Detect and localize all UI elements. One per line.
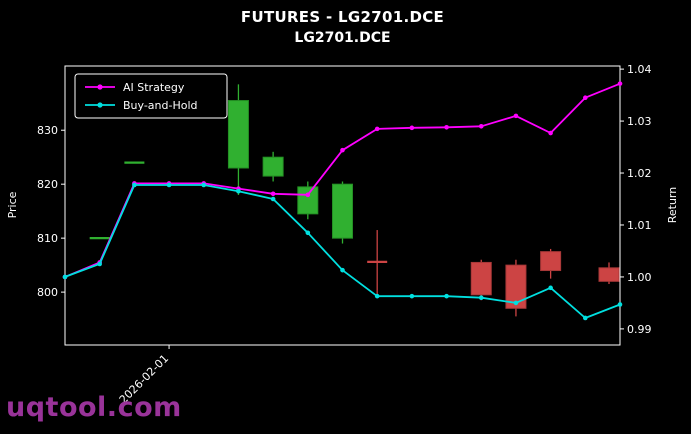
return-tick-label: 0.99 [627,323,652,336]
legend-marker [97,84,103,90]
legend-item-buy-and-hold: Buy-and-Hold [85,99,198,112]
candle-down [470,259,492,301]
series-marker-buy-and-hold [444,293,449,299]
return-tick-label: 1.03 [627,115,652,128]
chart-subtitle: LG2701.DCE [294,30,391,46]
return-tick-label: 1.01 [627,219,652,232]
series-marker-buy-and-hold [305,230,311,236]
candle-up [262,151,284,182]
candle-down [540,248,562,279]
price-axis-label: Price [6,191,19,218]
return-axis-label: Return [666,187,679,224]
price-tick-label: 830 [37,124,58,137]
candle-body [598,267,620,282]
legend-label: Buy-and-Hold [123,99,198,112]
series-marker-buy-and-hold [548,285,553,291]
series-marker-ai-strategy [617,81,623,86]
series-marker-buy-and-hold [617,302,623,307]
series-marker-ai-strategy [478,123,484,129]
candle-up [227,84,249,195]
series-marker-buy-and-hold [97,261,102,267]
legend: AI Strategy Buy-and-Hold [74,73,228,119]
price-tick-label: 800 [37,286,58,299]
return-tick-label: 1.04 [627,63,652,76]
candle-up [332,181,353,244]
legend-marker [97,102,103,108]
legend-box [74,73,228,119]
candle-body [227,100,249,169]
series-marker-ai-strategy [409,125,415,131]
candle-body [297,186,319,215]
series-marker-buy-and-hold [236,188,241,194]
series-marker-buy-and-hold [409,293,415,299]
watermark: uqtool.com [6,392,182,423]
return-tick-label: 1.02 [627,167,652,180]
candle-body [540,251,562,272]
candle-down [367,230,388,295]
price-tick-label: 810 [37,232,58,245]
series-marker-ai-strategy [513,113,519,119]
legend-label: AI Strategy [123,81,185,94]
candle-body [470,261,492,296]
plot-area: 8008108208300.991.001.011.021.031.042026… [37,63,652,406]
series-marker-ai-strategy [548,130,553,136]
series-marker-ai-strategy [583,95,588,100]
series-marker-buy-and-hold [270,196,276,202]
series-marker-buy-and-hold [340,267,345,273]
legend-item-ai-strategy: AI Strategy [85,81,185,94]
series-marker-ai-strategy [270,191,276,197]
candle-down [505,259,527,317]
candle-up [297,181,319,220]
series-marker-buy-and-hold [166,182,172,188]
series-marker-buy-and-hold [478,295,484,301]
series-marker-buy-and-hold [513,300,519,306]
series-marker-buy-and-hold [201,182,207,188]
series-marker-buy-and-hold [132,182,137,188]
candle-body [332,183,353,239]
price-tick-label: 820 [37,178,58,191]
series-marker-ai-strategy [305,192,311,198]
series-marker-ai-strategy [444,125,449,130]
return-tick-label: 1.00 [627,271,652,284]
candle-down [598,262,620,285]
series-marker-ai-strategy [340,147,345,153]
plot-border [64,65,621,346]
candle-body [505,264,527,309]
series-marker-buy-and-hold [62,274,68,280]
chart-title: FUTURES - LG2701.DCE [240,8,445,26]
series-marker-buy-and-hold [374,293,380,299]
series-marker-buy-and-hold [583,315,588,321]
series-marker-ai-strategy [374,126,380,132]
candle-body [262,156,284,177]
